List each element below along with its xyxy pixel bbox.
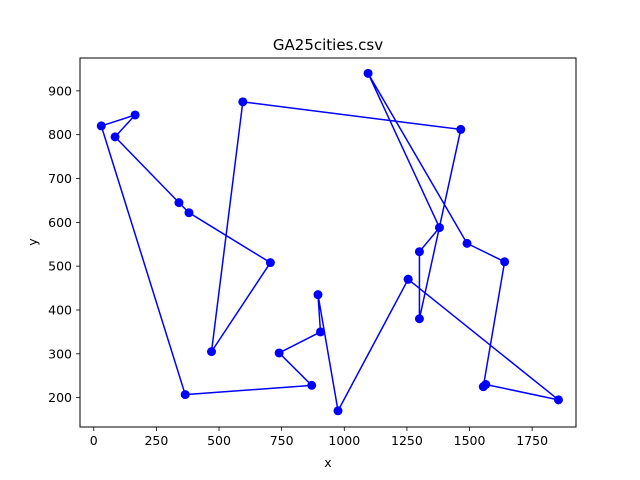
city-point xyxy=(130,110,140,120)
city-point xyxy=(462,238,472,248)
city-point xyxy=(313,290,323,300)
city-point xyxy=(307,380,317,390)
plot-area xyxy=(96,68,563,416)
y-tick-label: 800 xyxy=(48,127,72,142)
city-point xyxy=(456,124,466,134)
y-tick-label: 600 xyxy=(48,215,72,230)
city-point xyxy=(434,223,444,233)
city-point xyxy=(184,208,194,218)
city-point xyxy=(363,68,373,78)
city-point xyxy=(174,198,184,208)
city-point xyxy=(180,390,190,400)
y-tick-label: 400 xyxy=(48,302,72,317)
y-tick-label: 700 xyxy=(48,171,72,186)
city-point xyxy=(553,395,563,405)
city-point xyxy=(403,274,413,284)
city-point xyxy=(414,314,424,324)
city-point xyxy=(500,257,510,267)
x-tick-label: 0 xyxy=(90,433,98,448)
route-line xyxy=(100,72,560,412)
x-tick-label: 1000 xyxy=(328,433,360,448)
x-axis: 0 250 500 750 1000 1250 1500 1750 xyxy=(90,427,548,448)
city-point xyxy=(333,406,343,416)
y-tick-label: 900 xyxy=(48,83,72,98)
city-point xyxy=(110,132,120,142)
plot-frame xyxy=(79,57,577,428)
x-tick-label: 1750 xyxy=(516,433,548,448)
city-point xyxy=(315,327,325,337)
city-point xyxy=(96,121,106,131)
x-tick-label: 1250 xyxy=(391,433,423,448)
city-point xyxy=(238,97,248,107)
city-point xyxy=(478,382,488,392)
city-point xyxy=(414,247,424,257)
y-axis-label: y xyxy=(25,238,40,246)
y-tick-label: 500 xyxy=(48,259,72,274)
chart-title: GA25cities.csv xyxy=(273,36,383,54)
x-tick-label: 750 xyxy=(270,433,294,448)
y-tick-label: 200 xyxy=(48,390,72,405)
x-tick-label: 500 xyxy=(207,433,231,448)
x-tick-label: 250 xyxy=(144,433,168,448)
x-tick-label: 1500 xyxy=(454,433,486,448)
y-tick-label: 300 xyxy=(48,346,72,361)
x-axis-label: x xyxy=(324,455,331,470)
city-point xyxy=(274,348,284,358)
city-point xyxy=(207,347,217,357)
city-point xyxy=(265,258,275,268)
y-axis: 200 300 400 500 600 700 800 900 xyxy=(48,83,80,405)
